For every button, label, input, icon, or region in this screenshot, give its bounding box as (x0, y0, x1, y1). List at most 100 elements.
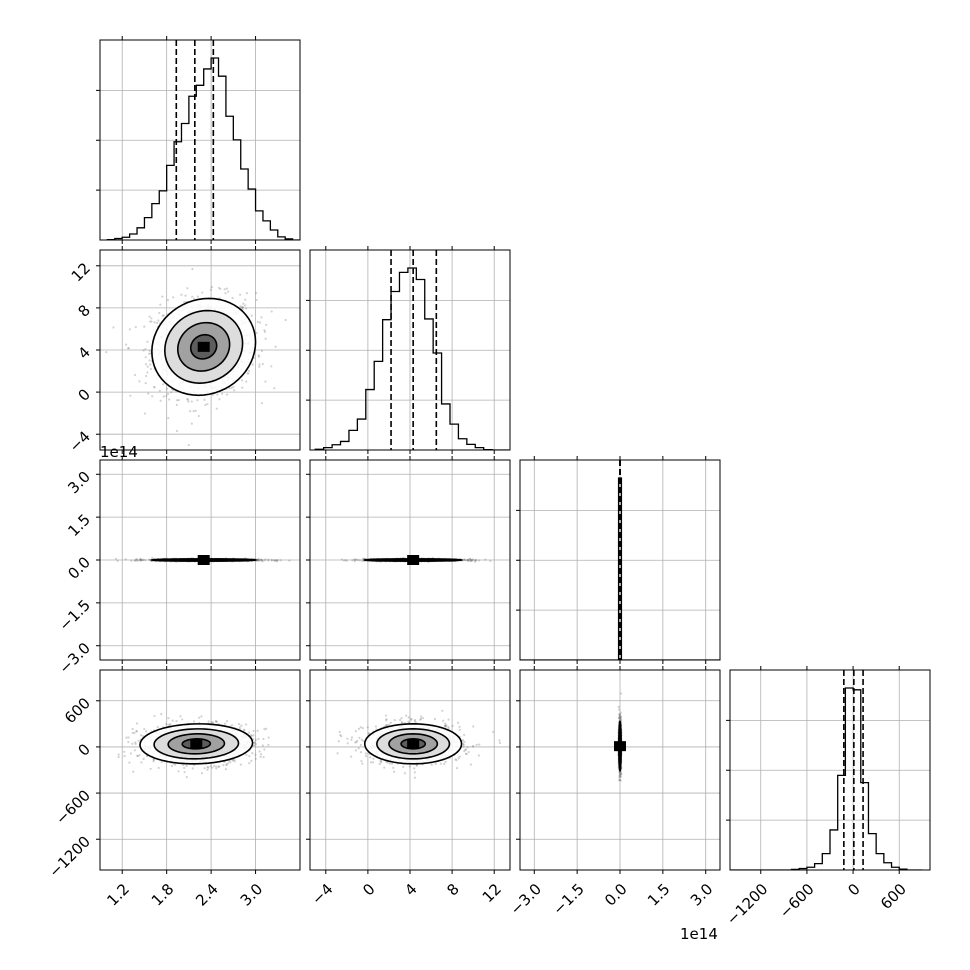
sample-point (361, 762, 364, 765)
sample-point (136, 754, 139, 757)
y-tick-label-p3: 600 (61, 694, 94, 727)
sample-point (183, 766, 186, 770)
sample-point (385, 724, 388, 727)
sample-point (241, 306, 244, 309)
sample-point (241, 386, 244, 389)
sample-point (172, 296, 175, 299)
sample-point (148, 359, 151, 362)
sample-point (200, 771, 204, 775)
sample-point (159, 399, 162, 402)
sample-point (222, 764, 225, 767)
sample-point (225, 764, 228, 767)
sample-point (149, 320, 152, 323)
sample-point (209, 765, 212, 768)
sample-point (260, 558, 263, 561)
panel-frame (99, 249, 301, 451)
sample-point (230, 724, 234, 727)
sample-point (135, 557, 138, 561)
sample-point (254, 753, 257, 756)
sample-point (215, 765, 218, 768)
sample-point (136, 754, 139, 758)
sample-point (359, 751, 363, 754)
sample-point (165, 723, 168, 726)
sample-point (284, 318, 287, 322)
sample-point (252, 734, 255, 737)
sample-point (270, 365, 273, 368)
sample-point (135, 729, 138, 733)
sample-point (251, 752, 254, 755)
sample-point (196, 295, 199, 298)
sample-point (152, 760, 155, 763)
sample-point (244, 304, 247, 307)
sample-point (420, 715, 423, 718)
sample-point (207, 766, 210, 769)
sample-point (357, 747, 360, 750)
sample-point (169, 722, 172, 726)
sample-point (187, 444, 190, 447)
sample-point (498, 739, 501, 742)
sample-point (260, 349, 264, 352)
sample-point (249, 734, 253, 737)
sample-point (270, 559, 273, 562)
sample-point (170, 391, 173, 394)
x-tick-label-p1: 0 (359, 880, 378, 899)
sample-point (262, 755, 265, 759)
sample-point (340, 558, 344, 561)
sample-point (361, 727, 364, 730)
sample-point (226, 762, 230, 765)
sample-point (209, 288, 212, 292)
sample-point (148, 349, 151, 352)
y-tick-label-p1: −4 (66, 427, 94, 455)
sample-point (345, 559, 348, 562)
sample-point (237, 722, 241, 726)
sample-point (463, 558, 466, 561)
sample-point (258, 365, 261, 368)
sample-point (384, 714, 388, 717)
sample-point (142, 349, 145, 352)
sample-point (359, 743, 362, 747)
sample-point (129, 752, 132, 755)
sample-point (247, 731, 251, 734)
density-peak (407, 555, 420, 565)
sample-point (245, 753, 248, 756)
sample-point (258, 559, 261, 562)
sample-point (128, 328, 131, 331)
sample-point (167, 717, 170, 720)
sample-point (358, 559, 362, 562)
sample-point (210, 721, 213, 724)
sample-point (139, 557, 142, 561)
sample-point (140, 761, 143, 764)
sample-point (114, 557, 118, 560)
sample-point (254, 742, 257, 746)
sample-point (275, 559, 278, 562)
sample-point (137, 739, 140, 742)
sample-point (274, 345, 277, 348)
sample-point (259, 753, 263, 756)
sample-point (254, 757, 257, 760)
sample-point (252, 729, 255, 733)
y-tick-label-p1: 4 (75, 343, 94, 362)
histogram-p1 (314, 267, 509, 450)
sample-point (357, 558, 360, 562)
sample-point (210, 286, 213, 289)
sample-point (133, 559, 136, 562)
sample-point (474, 560, 477, 563)
sample-point (215, 720, 218, 723)
sample-point (263, 728, 266, 731)
sample-point (186, 398, 190, 401)
y-tick-label-p2: 1.5 (64, 510, 94, 540)
sample-point (149, 367, 153, 371)
sample-point (358, 736, 361, 739)
sample-point (204, 403, 207, 407)
sample-point (223, 722, 227, 725)
sample-point (466, 559, 469, 562)
sample-point (166, 298, 170, 302)
sample-point (144, 356, 147, 359)
sample-point (466, 558, 470, 561)
sample-point (143, 412, 147, 415)
panel-3-1: −4 0 4 8 12 (306, 666, 511, 908)
sample-point (240, 306, 243, 309)
sample-point (136, 559, 139, 562)
sample-point (248, 755, 251, 758)
